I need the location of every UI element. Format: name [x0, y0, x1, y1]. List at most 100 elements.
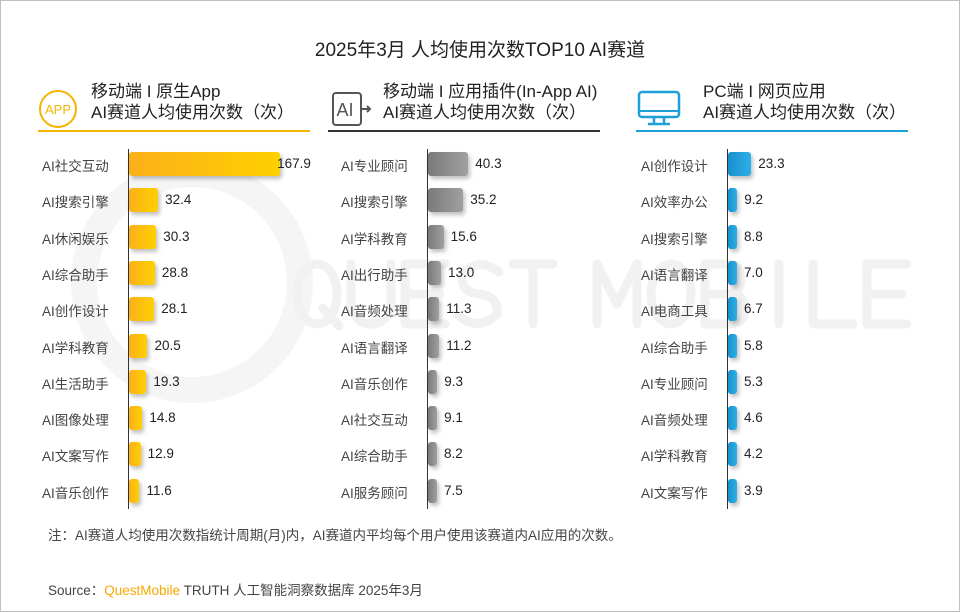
watermark-letter — [700, 259, 750, 329]
bar — [428, 478, 437, 503]
bar — [428, 297, 440, 322]
panel-title-line2: AI赛道人均使用次数（次） — [703, 103, 907, 122]
category-label: AI创作设计 — [641, 159, 708, 174]
data-label: 9.2 — [744, 192, 763, 208]
category-label: AI创作设计 — [42, 304, 109, 320]
category-label: AI搜索引擎 — [341, 195, 408, 211]
bar — [428, 369, 438, 394]
data-label: 4.2 — [744, 446, 763, 462]
watermark-letter — [808, 259, 858, 329]
panel-title-line2: AI赛道人均使用次数（次） — [383, 103, 587, 122]
category-label: AI音频处理 — [341, 304, 408, 320]
panel-title-line1: PC端 I 网页应用 — [703, 82, 826, 101]
bar — [129, 152, 281, 176]
category-label: AI综合助手 — [42, 267, 109, 283]
data-label: 7.0 — [744, 264, 763, 280]
category-label: AI音乐创作 — [42, 485, 109, 501]
data-label: 8.2 — [444, 446, 463, 462]
data-label: 9.3 — [444, 373, 464, 389]
data-label: 11.2 — [446, 337, 472, 353]
panel-header-pc: PC端 I 网页应用 AI赛道人均使用次数（次） — [636, 81, 908, 132]
category-label: AI搜索引擎 — [641, 231, 708, 247]
data-label: 20.5 — [154, 337, 181, 353]
monitor-icon — [637, 90, 681, 126]
bar — [728, 152, 752, 176]
watermark-letter — [454, 260, 504, 328]
app-icon: APP — [39, 90, 77, 128]
data-label: 14.8 — [149, 410, 176, 426]
axis-line — [727, 149, 728, 509]
watermark-letter — [292, 259, 344, 331]
bar — [129, 188, 159, 213]
watermark-letter — [400, 259, 450, 329]
bar — [129, 478, 140, 503]
data-label: 28.8 — [161, 264, 189, 280]
data-label: 8.8 — [744, 228, 763, 244]
bar — [728, 188, 738, 213]
bar — [428, 188, 464, 213]
data-label: 13.0 — [448, 264, 475, 280]
watermark-letter — [592, 259, 642, 329]
bar — [129, 442, 141, 467]
bar — [728, 406, 737, 431]
category-label: AI图像处理 — [42, 413, 109, 429]
category-label: AI学科教育 — [641, 449, 708, 465]
category-label: AI综合助手 — [341, 449, 408, 465]
footnote: 注：AI赛道人均使用次数指统计周期(月)内，AI赛道内平均每个用户使用该赛道内A… — [48, 528, 622, 543]
bar — [728, 333, 737, 358]
source-brand: QuestMobile — [104, 583, 181, 598]
watermark-letter — [508, 259, 558, 329]
bar — [428, 333, 440, 358]
bar — [428, 260, 441, 285]
data-label: 19.3 — [153, 373, 180, 389]
category-label: AI社交互动 — [42, 159, 109, 174]
bar — [728, 369, 737, 394]
bar — [428, 442, 437, 467]
category-label: AI学科教育 — [341, 231, 408, 247]
bar — [428, 152, 469, 176]
svg-text:APP: APP — [45, 102, 71, 117]
panel-divider — [38, 130, 310, 132]
category-label: AI服务顾问 — [341, 485, 408, 501]
category-label: AI专业顾问 — [641, 376, 708, 392]
bar — [129, 406, 143, 431]
bar — [728, 224, 737, 249]
bar — [129, 260, 155, 285]
panel-header-plugin: AI 移动端 I 应用插件(In-App AI) AI赛道人均使用次数（次） — [328, 81, 600, 132]
data-label: 7.5 — [444, 482, 463, 498]
panel-header-app: APP 移动端 I 原生App AI赛道人均使用次数（次） — [38, 81, 310, 132]
bar — [129, 333, 148, 358]
bar — [728, 260, 737, 285]
category-label: AI综合助手 — [641, 340, 708, 356]
data-label: 4.6 — [744, 410, 763, 426]
bar — [428, 224, 444, 249]
axis-line — [128, 149, 129, 509]
watermark-letter — [346, 259, 396, 329]
bar — [129, 297, 155, 322]
data-label: 11.3 — [446, 301, 472, 317]
bar — [728, 442, 737, 467]
ai-plugin-icon: AI — [332, 92, 372, 126]
bar — [129, 224, 157, 249]
category-label: AI音乐创作 — [341, 376, 408, 392]
data-label: 30.3 — [163, 228, 190, 244]
bar — [728, 478, 737, 503]
data-label: 6.7 — [744, 301, 763, 317]
category-label: AI语言翻译 — [341, 340, 408, 356]
watermark-letter — [862, 259, 911, 329]
bar — [428, 406, 438, 431]
data-label: 15.6 — [450, 228, 477, 244]
category-label: AI语言翻译 — [641, 267, 708, 283]
bar — [728, 297, 737, 322]
category-label: AI效率办公 — [641, 195, 708, 211]
watermark — [292, 259, 911, 331]
category-label: AI社交互动 — [341, 413, 408, 429]
svg-text:AI: AI — [336, 100, 353, 120]
data-label: 28.1 — [161, 301, 188, 317]
category-label: AI文案写作 — [42, 449, 109, 465]
category-label: AI搜索引擎 — [42, 195, 109, 211]
data-label: 5.8 — [744, 337, 763, 353]
data-label: 35.2 — [470, 192, 497, 208]
category-label: AI音频处理 — [641, 413, 708, 429]
